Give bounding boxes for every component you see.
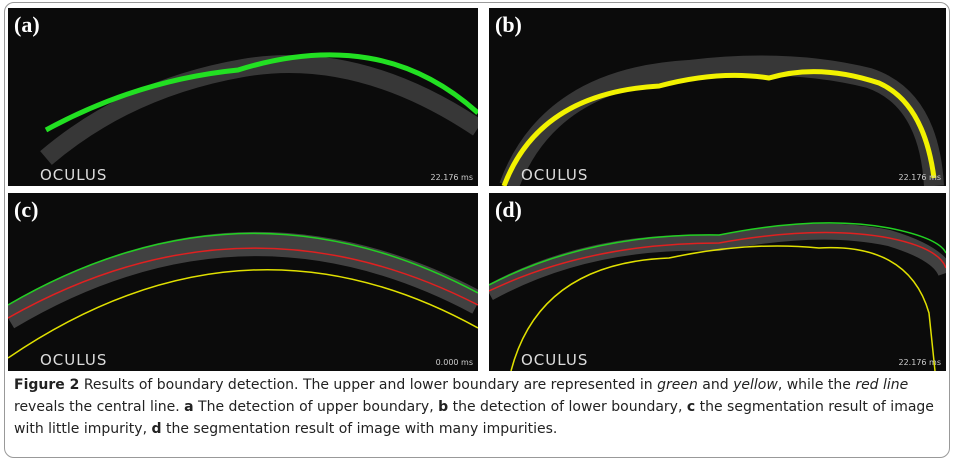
caption-text: c	[687, 399, 695, 415]
caption-text: , while the	[778, 377, 856, 393]
logo: OCULUS	[521, 351, 588, 369]
caption-text: and	[698, 377, 733, 393]
caption-text: a	[184, 399, 193, 415]
panel-label: (c)	[14, 197, 38, 222]
caption-text: reveals the central line.	[14, 399, 184, 415]
caption-text: Results of boundary detection. The upper…	[79, 377, 657, 393]
page: (a) OCULUS 22.176 ms (b) OCULUS 22.176 m…	[0, 0, 958, 464]
caption-text: b	[438, 399, 448, 415]
panel: (c) OCULUS 0.000 ms	[8, 193, 478, 371]
timestamp: 22.176 ms	[899, 173, 942, 182]
panel: (b) OCULUS 22.176 ms	[489, 8, 946, 186]
timestamp: 22.176 ms	[899, 358, 942, 367]
panel-label: (a)	[14, 12, 40, 37]
caption: Figure 2 Results of boundary detection. …	[14, 374, 944, 440]
caption-text: green	[657, 377, 698, 393]
timestamp: 22.176 ms	[431, 173, 474, 182]
panel-image: (b) OCULUS 22.176 ms	[489, 8, 946, 186]
logo: OCULUS	[40, 351, 107, 369]
panel-image: (a) OCULUS 22.176 ms	[8, 8, 478, 186]
panel-label: (d)	[495, 197, 522, 222]
caption-text: d	[151, 421, 161, 437]
caption-text: The detection of upper boundary,	[194, 399, 439, 415]
caption-text: red line	[855, 377, 908, 393]
panel: (a) OCULUS 22.176 ms	[8, 8, 478, 186]
logo: OCULUS	[40, 166, 107, 184]
panel: (d) OCULUS 22.176 ms	[489, 193, 946, 371]
caption-text: the detection of lower boundary,	[448, 399, 687, 415]
timestamp: 0.000 ms	[436, 358, 473, 367]
logo: OCULUS	[521, 166, 588, 184]
caption-text: yellow	[733, 377, 778, 393]
panel-image: (c) OCULUS 0.000 ms	[8, 193, 478, 371]
panel-image: (d) OCULUS 22.176 ms	[489, 193, 946, 371]
caption-text: the segmentation result of image with ma…	[162, 421, 558, 437]
figure-number: Figure 2	[14, 377, 79, 393]
panel-label: (b)	[495, 12, 522, 37]
